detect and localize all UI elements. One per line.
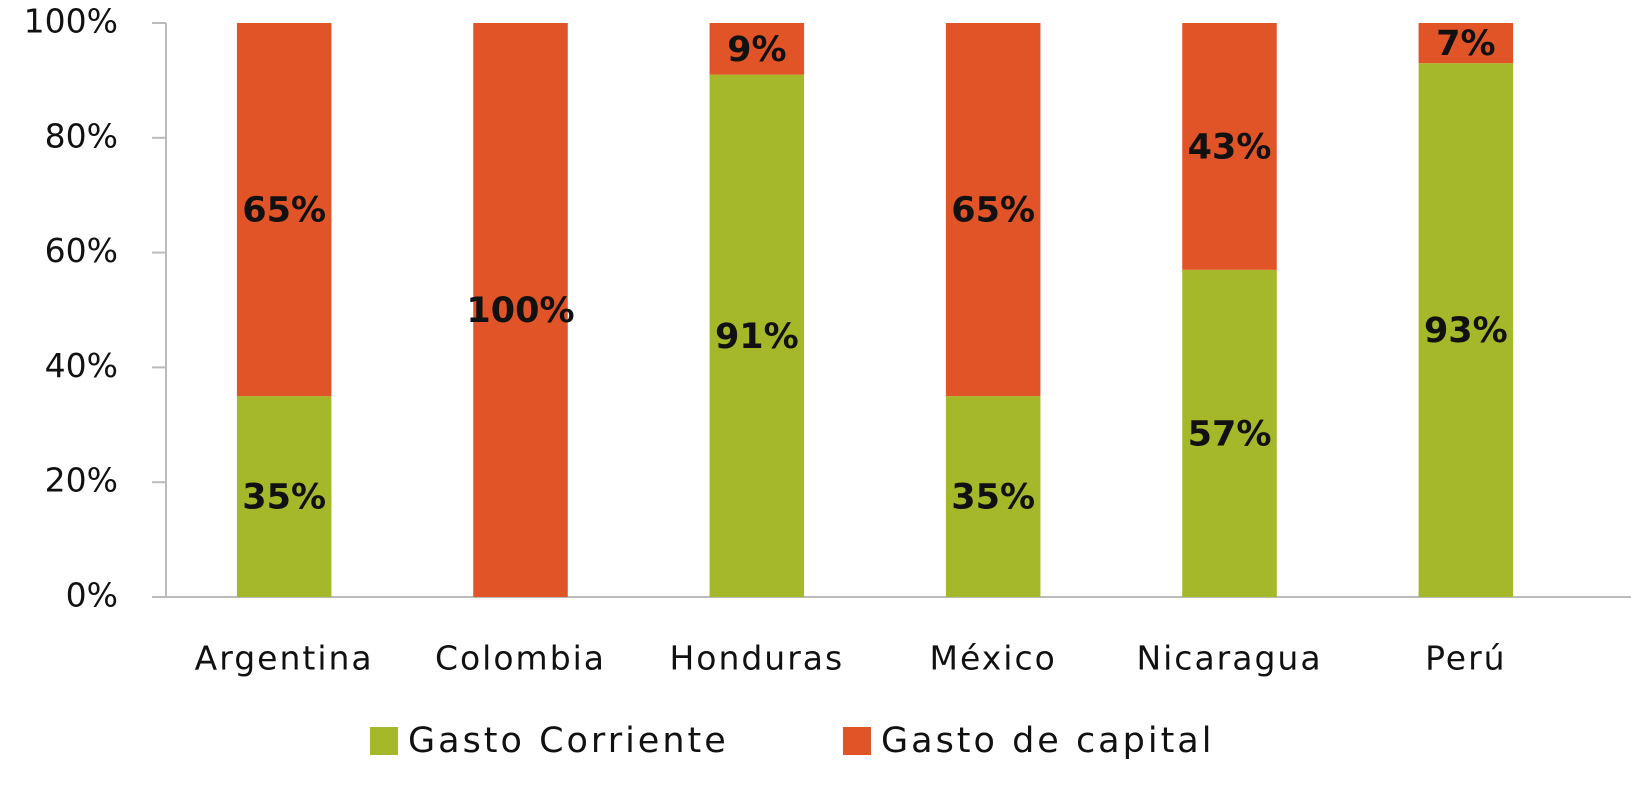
legend-swatch — [843, 727, 871, 755]
y-tick-label: 80% — [45, 116, 118, 155]
x-tick-label: Perú — [1425, 639, 1507, 678]
data-label: 35% — [242, 478, 326, 518]
y-tick-label: 40% — [45, 346, 118, 385]
bar-segment — [1418, 23, 1514, 64]
bar-segment — [236, 396, 332, 597]
bar-segment — [709, 74, 805, 597]
data-label: 7% — [1436, 24, 1495, 64]
bar-segment — [473, 23, 568, 597]
bar-segment — [1182, 23, 1277, 270]
bar-segment — [236, 23, 332, 397]
bar-segment — [709, 23, 805, 75]
y-tick-label: 60% — [45, 231, 118, 270]
data-label: 65% — [242, 191, 326, 231]
bar-segment — [945, 396, 1041, 597]
data-label: 91% — [715, 317, 799, 357]
x-tick-label: Honduras — [669, 639, 844, 678]
x-tick-label: Argentina — [195, 639, 374, 678]
data-label: 43% — [1188, 127, 1272, 167]
data-label: 9% — [727, 30, 786, 70]
x-tick-label: Colombia — [435, 639, 606, 678]
bar-segment — [945, 23, 1041, 397]
data-label: 35% — [951, 478, 1035, 518]
legend-swatch — [370, 727, 398, 755]
bar-segment — [1182, 269, 1277, 597]
data-label: 93% — [1424, 311, 1508, 351]
y-tick-label: 100% — [24, 2, 118, 41]
data-label: 57% — [1188, 414, 1272, 454]
y-tick-label: 20% — [45, 461, 118, 500]
y-tick-label: 0% — [66, 576, 118, 615]
data-label: 65% — [951, 191, 1035, 231]
x-tick-label: México — [930, 639, 1057, 678]
bar-segment — [1418, 63, 1514, 598]
x-tick-label: Nicaragua — [1136, 639, 1322, 678]
legend-label: Gasto Corriente — [408, 721, 729, 761]
legend-label: Gasto de capital — [881, 721, 1214, 761]
data-label: 100% — [466, 291, 574, 331]
